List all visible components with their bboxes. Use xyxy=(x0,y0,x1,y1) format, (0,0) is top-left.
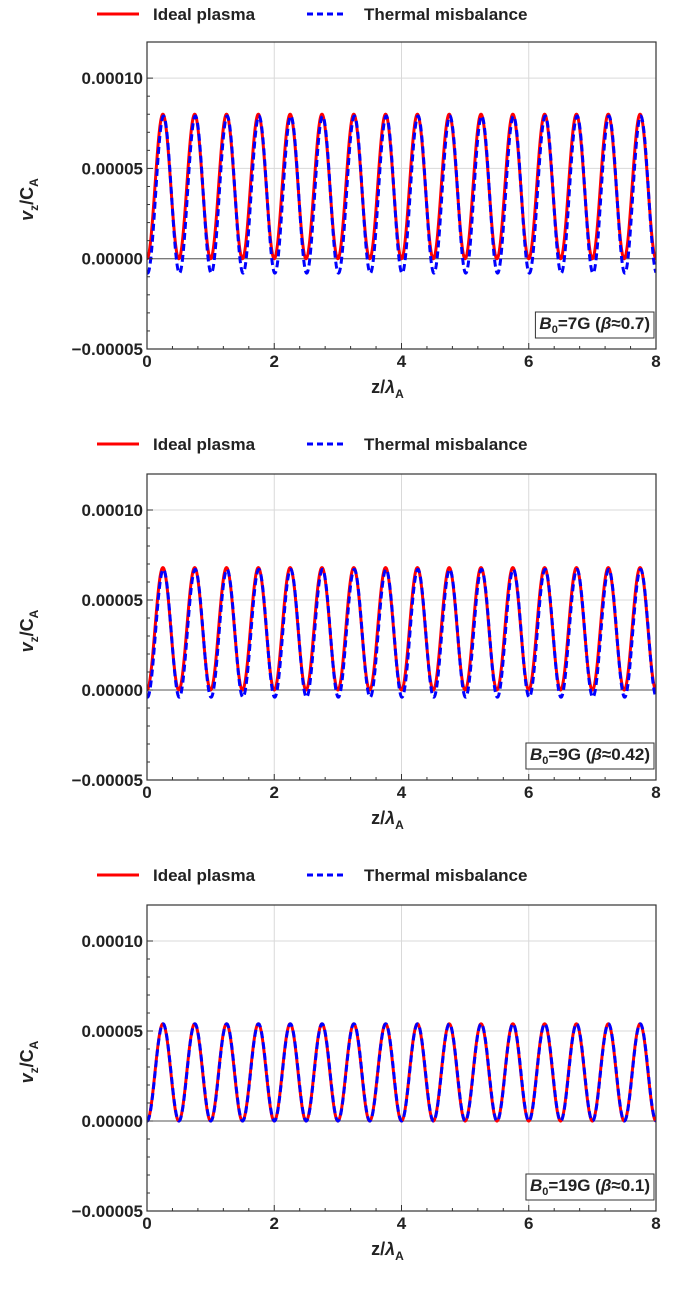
y-axis-label: vz/CA xyxy=(17,178,41,221)
x-tick-label-1: 2 xyxy=(270,783,279,802)
y-tick-label-0: −0.00005 xyxy=(72,771,143,790)
y-tick-label-2: 0.00005 xyxy=(82,159,143,178)
y-axis-label: vz/CA xyxy=(17,609,41,652)
legend-label-thermal: Thermal misbalance xyxy=(364,866,527,885)
x-tick-label-3: 6 xyxy=(524,783,533,802)
x-axis-label: z/λA xyxy=(371,808,404,832)
legend-label-ideal: Ideal plasma xyxy=(153,866,256,885)
x-tick-label-0: 0 xyxy=(142,1214,151,1233)
series-thermal-misbalance-line xyxy=(147,1022,656,1123)
y-tick-label-0: −0.00005 xyxy=(72,340,143,359)
y-tick-label-2: 0.00005 xyxy=(82,591,143,610)
x-tick-label-4: 8 xyxy=(651,783,660,802)
chart-panel-1: Ideal plasma Thermal misbalance 0 2 4 6 8 −0.00… xyxy=(17,5,661,401)
legend-label-ideal: Ideal plasma xyxy=(153,435,256,454)
x-tick-label-3: 6 xyxy=(524,1214,533,1233)
x-tick-label-1: 2 xyxy=(270,352,279,371)
annotation-box xyxy=(534,311,655,339)
x-axis-label: z/λA xyxy=(371,377,404,401)
legend-label-ideal: Ideal plasma xyxy=(153,5,256,24)
x-tick-label-4: 8 xyxy=(651,352,660,371)
annotation-box xyxy=(525,1173,655,1201)
x-tick-label-0: 0 xyxy=(142,783,151,802)
annotation-text: B0=19G (β≈0.1) xyxy=(530,1176,650,1198)
annotation-text: B0=9G (β≈0.42) xyxy=(530,745,650,767)
legend-label-thermal: Thermal misbalance xyxy=(364,5,527,24)
annotation-box xyxy=(525,742,655,770)
x-tick-label-3: 6 xyxy=(524,352,533,371)
legend-label-thermal: Thermal misbalance xyxy=(364,435,527,454)
y-tick-label-0: −0.00005 xyxy=(72,1202,143,1221)
x-tick-label-4: 8 xyxy=(651,1214,660,1233)
chart-panel-2: Ideal plasma Thermal misbalance 0 2 4 6 8 −0.00… xyxy=(17,435,661,832)
series-thermal-misbalance-line xyxy=(147,567,656,699)
x-tick-label-2: 4 xyxy=(397,783,407,802)
annotation-text: B0=7G (β≈0.7) xyxy=(539,314,650,336)
y-tick-label-2: 0.00005 xyxy=(82,1022,143,1041)
chart-panel-3: Ideal plasma Thermal misbalance 0 2 4 6 8 −0.00… xyxy=(17,866,661,1263)
y-axis-label: vz/CA xyxy=(17,1040,41,1083)
y-tick-label-3: 0.00010 xyxy=(82,932,143,951)
x-tick-label-1: 2 xyxy=(270,1214,279,1233)
y-tick-label-3: 0.00010 xyxy=(82,69,143,88)
y-tick-label-3: 0.00010 xyxy=(82,501,143,520)
x-tick-label-2: 4 xyxy=(397,1214,407,1233)
y-tick-label-1: 0.00000 xyxy=(82,681,143,700)
x-tick-label-2: 4 xyxy=(397,352,407,371)
x-tick-label-0: 0 xyxy=(142,352,151,371)
y-tick-label-1: 0.00000 xyxy=(82,1112,143,1131)
y-tick-label-1: 0.00000 xyxy=(82,250,143,269)
x-axis-label: z/λA xyxy=(371,1239,404,1263)
series-thermal-misbalance-line xyxy=(147,114,656,275)
